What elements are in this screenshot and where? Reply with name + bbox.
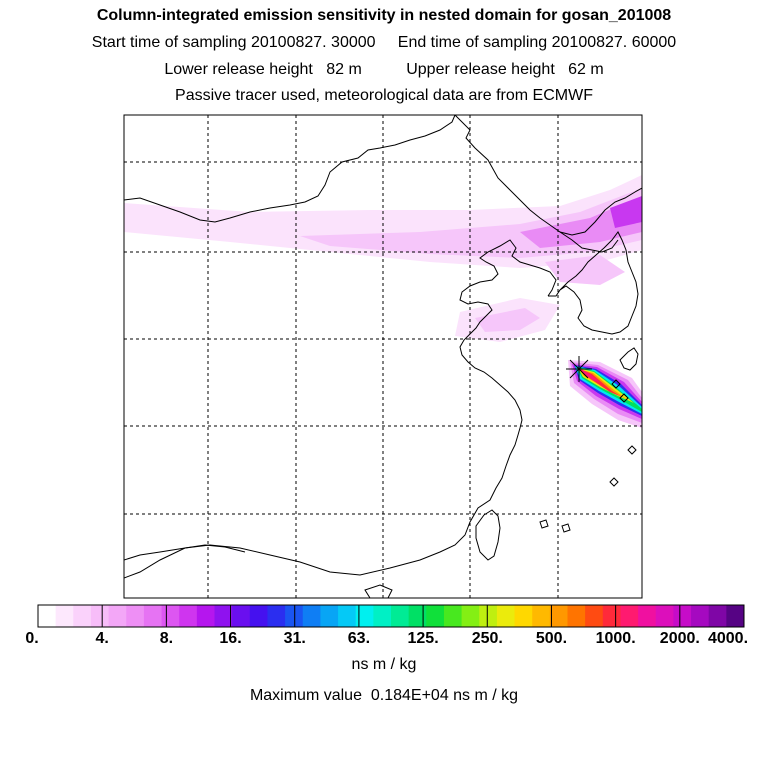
release-heights: Lower release height 82 m Upper release … [164,61,604,78]
colorbar-tick-label: 2000. [659,630,700,647]
colorbar-tick-label: 500. [535,630,568,647]
graticule [124,115,642,598]
colorbar-cell [514,605,533,627]
plume-yellowsea-medium [475,308,540,332]
colorbar-cell [585,605,604,627]
japan-kyushu [619,347,639,371]
colorbar-cell [320,605,339,627]
border-korea-china [559,231,619,253]
colorbar-tick-label: 31. [283,630,306,647]
colorbar-cell [638,605,657,627]
colorbar-cell [673,605,692,627]
border-northeast [454,115,642,236]
colorbar-cell [338,605,357,627]
colorbar-cell [373,605,392,627]
colorbar-cell [285,605,304,627]
colorbar-cell [479,605,498,627]
map-frame [123,114,643,599]
sampling-times: Start time of sampling 20100827. 30000 E… [91,34,677,51]
colorbar-tick-label: 250. [471,630,503,647]
colorbar-cell [532,605,551,627]
plume-band-north [124,175,642,342]
colorbar-cell [496,605,516,627]
colorbar-cell [726,605,745,627]
border-china-mongolia [124,115,456,223]
colorbar-tick-label: 63. [347,630,371,647]
colorbar-cell [549,605,568,627]
colorbar-cell [55,605,74,627]
hainan-hint [364,584,393,598]
colorbar-frame [37,604,745,628]
colorbar-cell [232,605,251,627]
colorbar-cell [655,605,674,627]
maximum-value-label: Maximum value 0.184E+04 ns m / kg [249,687,519,704]
colorbar-cell [179,605,198,627]
colorbar-cell [143,605,163,627]
colorbar-cell [602,605,621,627]
colorbar-cell [249,605,268,627]
colorbar-tick-label: 1000. [595,630,636,647]
colorbar-cell [302,605,321,627]
data-source-note: Passive tracer used, meteorological data… [175,87,593,104]
colorbar-cell [708,605,727,627]
emission-sensitivity-map [123,114,643,599]
colorbar [37,604,745,628]
colorbar-cell [108,605,127,627]
plume-north-core [610,196,642,228]
colorbar-cell [620,605,639,627]
colorbar-cell [126,605,145,627]
plot-title: Column-integrated emission sensitivity i… [96,7,672,24]
colorbar-tick-label: 125. [407,630,439,647]
colorbar-unit-label: ns m / kg [351,656,417,673]
colorbar-cell [73,605,92,627]
plume-korea-light [545,255,625,285]
colorbar-cell [461,605,480,627]
colorbar-cell [214,605,233,627]
small-islands [539,379,637,533]
colorbar-cell [355,605,374,627]
colorbar-cell [38,605,57,627]
colorbar-cell [691,605,710,627]
colorbar-cell [391,605,410,627]
star-marker [566,356,592,382]
coast-china-mainland [124,239,557,579]
colorbar-cell [161,605,180,627]
colorbar-cell [267,605,286,627]
colorbar-tick-label: 16. [219,630,242,647]
colorbar-cell [443,605,463,627]
coast-korea [548,231,639,335]
colorbar-tick-label: 4. [95,630,109,647]
coastlines [124,115,642,598]
colorbar-cell [426,605,445,627]
colorbar-tick-label: 4000. [707,630,749,647]
colorbar-cell [567,605,586,627]
colorbar-cell [408,605,427,627]
colorbar-cell [90,605,110,627]
southwest-border [124,544,246,561]
colorbar-tick-label: 8. [159,630,174,647]
colorbar-tick-label: 0. [25,630,39,647]
colorbar-cell [196,605,215,627]
